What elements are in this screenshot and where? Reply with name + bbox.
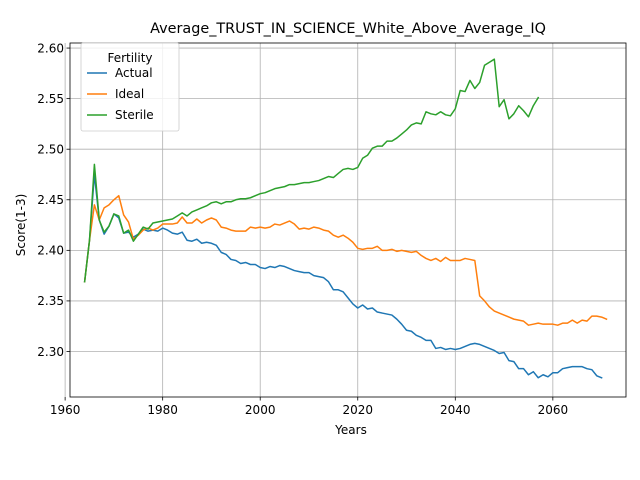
series-line-actual <box>85 174 602 377</box>
legend-label-ideal: Ideal <box>115 87 144 101</box>
y-tick-label: 2.40 <box>37 244 64 258</box>
legend-title: Fertility <box>107 51 152 65</box>
legend: Fertility Actual Ideal Sterile <box>81 43 179 131</box>
y-tick-label: 2.55 <box>37 92 64 106</box>
chart-title: Average_TRUST_IN_SCIENCE_White_Above_Ave… <box>150 21 546 37</box>
y-tick-label: 2.35 <box>37 294 64 308</box>
x-axis-ticks: 1960 1980 2000 2020 2040 2060 <box>50 397 568 417</box>
x-tick-label: 2060 <box>538 403 569 417</box>
x-tick-label: 2000 <box>245 403 276 417</box>
y-tick-label: 2.30 <box>37 345 64 359</box>
legend-label-sterile: Sterile <box>115 108 154 122</box>
y-tick-label: 2.45 <box>37 193 64 207</box>
x-tick-label: 1960 <box>50 403 81 417</box>
legend-label-actual: Actual <box>115 66 153 80</box>
x-tick-label: 2040 <box>440 403 471 417</box>
x-tick-label: 2020 <box>342 403 373 417</box>
x-tick-label: 1980 <box>147 403 178 417</box>
y-tick-label: 2.50 <box>37 143 64 157</box>
y-axis-label: Score(1-3) <box>14 194 28 257</box>
x-axis-label: Years <box>334 423 367 437</box>
y-tick-label: 2.60 <box>37 41 64 55</box>
